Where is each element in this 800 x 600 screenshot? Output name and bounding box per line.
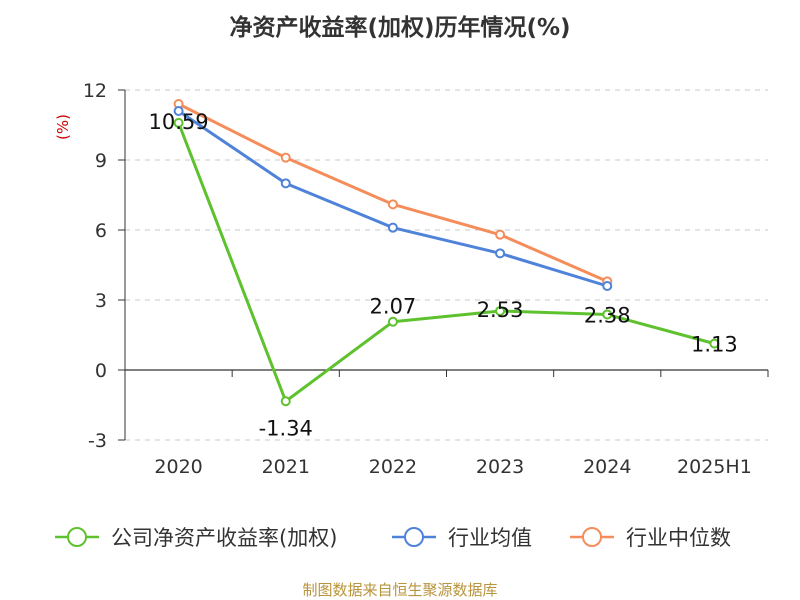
x-tick-label: 2024 [583,456,631,478]
y-tick-label: 0 [95,360,107,382]
chart-title: 净资产收益率(加权)历年情况(%) [229,15,571,41]
data-point [495,248,506,259]
legend-label: 行业中位数 [626,526,731,550]
y-tick-label: 9 [95,150,107,172]
x-tick-label: 2022 [369,456,417,478]
y-tick-label: 3 [95,290,107,312]
data-point [709,338,720,349]
y-tick-label: 6 [95,220,107,242]
data-point [387,316,398,327]
data-point [280,396,291,407]
data-label: 1.13 [691,333,738,357]
x-tick-label: 2020 [154,456,202,478]
data-point [173,117,184,128]
legend-marker [404,527,424,547]
data-label: 2.38 [584,303,631,327]
data-label: 10.59 [149,110,209,134]
data-label: 2.07 [370,295,417,319]
data-point [387,199,398,210]
data-label: -1.34 [259,416,313,440]
data-point [387,222,398,233]
data-point [495,305,506,316]
y-tick-label: -3 [88,430,107,452]
data-point [602,281,613,291]
data-point [173,106,184,116]
x-tick-label: 2025H1 [677,456,752,478]
data-point [280,178,291,189]
data-point [280,152,291,163]
y-axis-label: (%) [54,114,72,140]
data-label: 2.53 [477,298,524,322]
x-tick-label: 2023 [476,456,524,478]
legend-label: 行业均值 [448,526,532,550]
data-point [495,229,506,240]
data-point [602,309,613,320]
series-line [177,102,608,283]
y-tick-label: 12 [83,80,107,102]
legend-label: 公司净资产收益率(加权) [111,526,337,550]
source-note: 制图数据来自恒生聚源数据库 [302,581,498,599]
legend-marker [67,527,87,547]
series-line [177,122,715,403]
legend-marker [582,527,602,547]
x-tick-label: 2021 [262,456,310,478]
